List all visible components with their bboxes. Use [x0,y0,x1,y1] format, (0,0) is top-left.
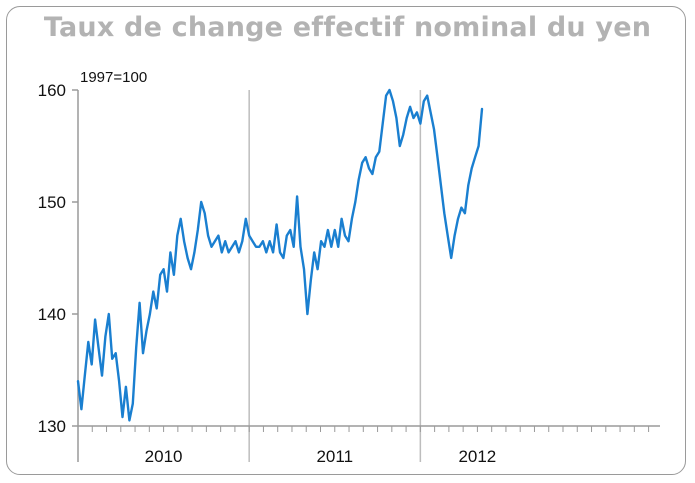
x-year-label-2012: 2012 [458,447,496,466]
tick-labels: 160 150 140 130 2010 2011 2012 [38,81,497,466]
series-line-yen-neer [76,88,484,422]
x-year-label-2011: 2011 [316,447,353,466]
grid-lines [248,90,422,462]
y-tick-label-2: 140 [38,305,66,324]
chart-frame [6,6,686,475]
chart-title: Taux de change effectif nominal du yen [43,12,652,43]
y-tick-label-0: 160 [38,81,66,100]
y-tick-label-1: 150 [38,193,66,212]
y-tick-label-3: 130 [38,417,66,436]
x-year-label-2010: 2010 [145,447,183,466]
base-year-note: 1997=100 [80,69,147,86]
axes [72,89,660,462]
